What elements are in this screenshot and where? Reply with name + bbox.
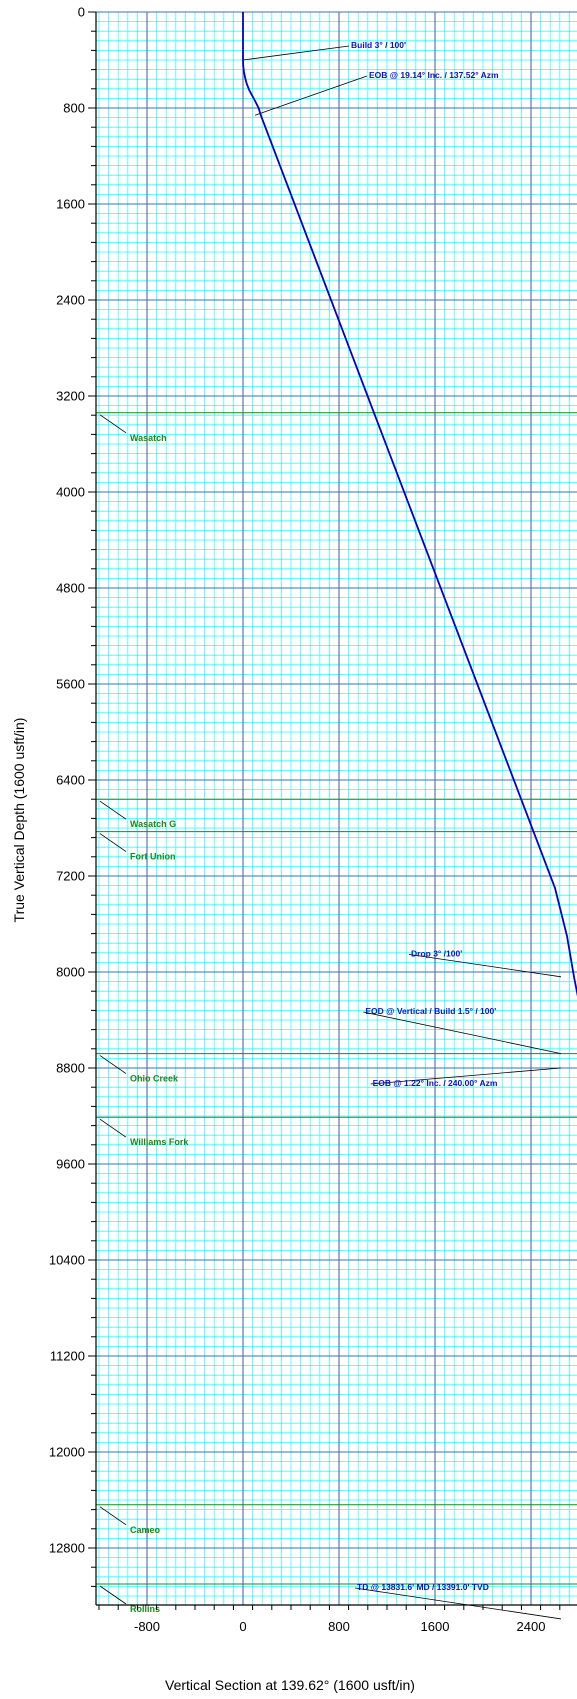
annotation-label: EOB @ 1.22° Inc. / 240.00° Azm [373, 1078, 498, 1088]
x-tick-label: 0 [239, 1619, 246, 1634]
annotation-labels: Build 3° / 100' EOB @ 19.14° Inc. / 137.5… [351, 40, 499, 1592]
formation-leader [99, 833, 127, 852]
annotation-leader [370, 1067, 562, 1085]
formation-label: Cameo [130, 1525, 161, 1535]
x-axis-title: Vertical Section at 139.62° (1600 usft/i… [165, 1677, 415, 1693]
formation-leader [99, 1506, 127, 1526]
minor-grid [96, 11, 577, 1605]
x-tick-label: 800 [328, 1619, 350, 1634]
x-tick-label: 1600 [421, 1619, 450, 1634]
y-axis-title: True Vertical Depth (1600 usft/in) [11, 718, 27, 923]
formation-label: Wasatch G [130, 819, 176, 829]
wellbore-path [242, 12, 577, 997]
y-tick-label: 4000 [56, 485, 85, 500]
y-tick-label: 1600 [56, 197, 85, 212]
y-tick-label: 3200 [56, 389, 85, 404]
y-tick-label: 9600 [56, 1157, 85, 1172]
annotation-label: EOB @ 19.14° Inc. / 137.52° Azm [369, 70, 499, 80]
annotation-label: EOD @ Vertical / Build 1.5° / 100' [365, 1006, 496, 1016]
formation-leader [99, 800, 127, 820]
formation-leader [99, 1055, 127, 1074]
formation-label: Rollins [130, 1604, 160, 1614]
formation-label: Wasatch [130, 433, 167, 443]
formation-tops: Wasatch Wasatch G Fort Union Ohio Creek Will… [96, 412, 577, 1614]
y-tick-label: 10400 [49, 1253, 85, 1268]
y-tick-label: 0 [78, 5, 85, 20]
annotation-leader [254, 75, 368, 116]
y-tick-label: 8800 [56, 1061, 85, 1076]
annotation-leaders [242, 45, 562, 1620]
annotation-leader [242, 45, 350, 61]
y-tick-label: 800 [63, 101, 85, 116]
y-tick-label: 4800 [56, 581, 85, 596]
formation-leader [99, 1585, 127, 1605]
annotation-leader [363, 1011, 562, 1054]
formation-leader [99, 1118, 127, 1138]
y-tick-label: 11200 [50, 1349, 85, 1364]
annotation-label: Drop 3° /100' [411, 948, 462, 958]
y-tick-label: 8000 [56, 965, 85, 980]
y-tick-label: 12000 [49, 1445, 85, 1460]
annotation-leader [354, 1587, 562, 1620]
annotation-label: Build 3° / 100' [351, 40, 406, 50]
y-tick-label: 5600 [56, 677, 85, 692]
x-tick-label: 2400 [517, 1619, 546, 1634]
major-grid [96, 11, 577, 1605]
formation-label: Ohio Creek [130, 1074, 179, 1084]
y-tick-label: 6400 [56, 773, 85, 788]
formation-label: Fort Union [130, 852, 176, 862]
y-tick-label: 12800 [49, 1541, 85, 1556]
formation-leader [99, 414, 127, 434]
annotation-label: TD @ 13831.6' MD / 13391.0' TVD [357, 1582, 489, 1592]
x-tick-label: -800 [134, 1619, 160, 1634]
y-axis: 0 800 1600 2400 3200 4000 4800 5600 6400 7200 8000… [49, 5, 97, 1605]
formation-label: Williams Fork [130, 1137, 189, 1147]
annotation-leader [408, 954, 562, 978]
y-tick-label: 2400 [56, 293, 85, 308]
y-tick-label: 7200 [56, 869, 85, 884]
x-axis: -800 0 800 1600 2400 [96, 1604, 577, 1634]
